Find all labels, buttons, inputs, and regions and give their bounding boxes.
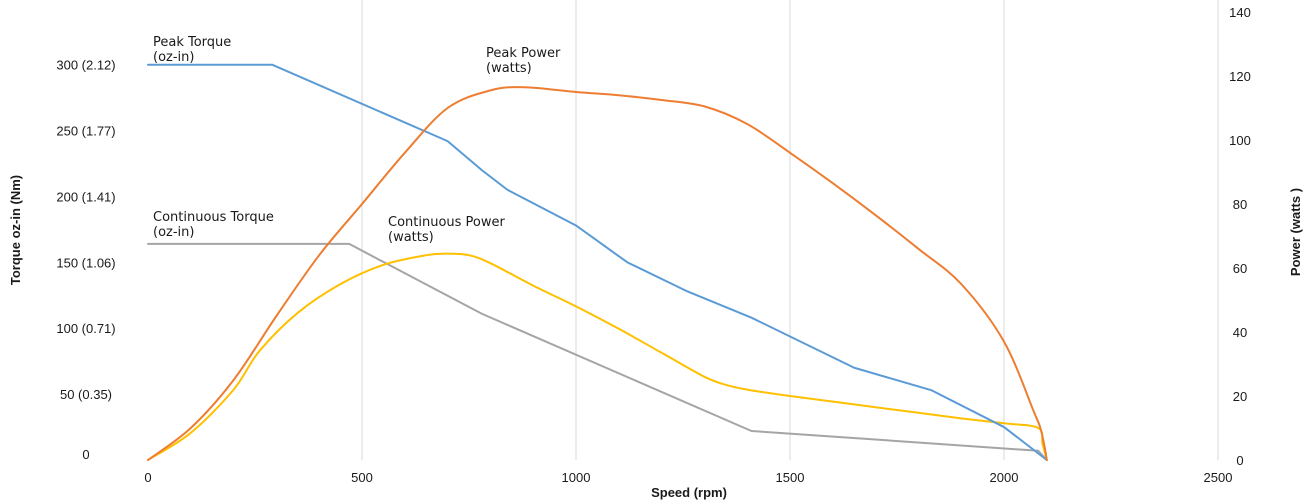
x-tick-label: 0 <box>144 470 151 485</box>
x-tick-label: 1000 <box>562 470 591 485</box>
y-left-tick-label: 150 (1.06) <box>56 255 115 270</box>
y-right-tick-label: 20 <box>1233 389 1247 404</box>
x-tick-label: 2000 <box>990 470 1019 485</box>
y-left-tick-label: 200 (1.41) <box>56 189 115 204</box>
peak-torque-label: (oz-in) <box>153 50 194 65</box>
y-right-tick-label: 120 <box>1229 69 1251 84</box>
y-left-tick-label: 50 (0.35) <box>60 387 112 402</box>
y-right-tick-label: 100 <box>1229 133 1251 148</box>
peak-power-label: Peak Power <box>486 46 561 61</box>
x-tick-label: 2500 <box>1204 470 1233 485</box>
continuous-power-label: (watts) <box>388 230 434 245</box>
series-layer <box>147 63 1048 461</box>
continuous-power-line <box>147 252 1048 461</box>
x-axis-title: Speed (rpm) <box>651 485 727 500</box>
y-right-tick-label: 0 <box>1236 453 1243 468</box>
peak-power-line <box>147 86 1048 461</box>
continuous-torque-label: (oz-in) <box>153 225 194 240</box>
y-left-tick-label: 300 (2.12) <box>56 58 115 73</box>
y-right-tick-label: 80 <box>1233 197 1247 212</box>
y-left-tick-label: 100 (0.71) <box>56 321 115 336</box>
series-label-layer: Peak Torque(oz-in) Peak Power(watts)Conti… <box>153 35 561 245</box>
y-left-tick-label: 0 <box>82 447 89 462</box>
y-axis-right-title: Power (watts ) <box>1288 188 1303 276</box>
x-tick-label: 500 <box>351 470 373 485</box>
y-right-tick-label: 140 <box>1229 5 1251 20</box>
continuous-torque-line <box>147 242 1048 461</box>
y-left-tick-label: 250 (1.77) <box>56 124 115 139</box>
y-right-tick-label: 40 <box>1233 325 1247 340</box>
y-right-tick-label: 60 <box>1233 261 1247 276</box>
peak-torque-label: Peak Torque <box>153 35 231 50</box>
grid-layer <box>361 0 1219 460</box>
continuous-torque-label: Continuous Torque <box>153 210 274 225</box>
x-tick-label: 1500 <box>776 470 805 485</box>
peak-power-label: (watts) <box>486 61 532 76</box>
peak-torque-line <box>147 63 1048 461</box>
continuous-power-label: Continuous Power <box>388 215 506 230</box>
y-axis-left-title: Torque oz-in (Nm) <box>8 175 23 285</box>
